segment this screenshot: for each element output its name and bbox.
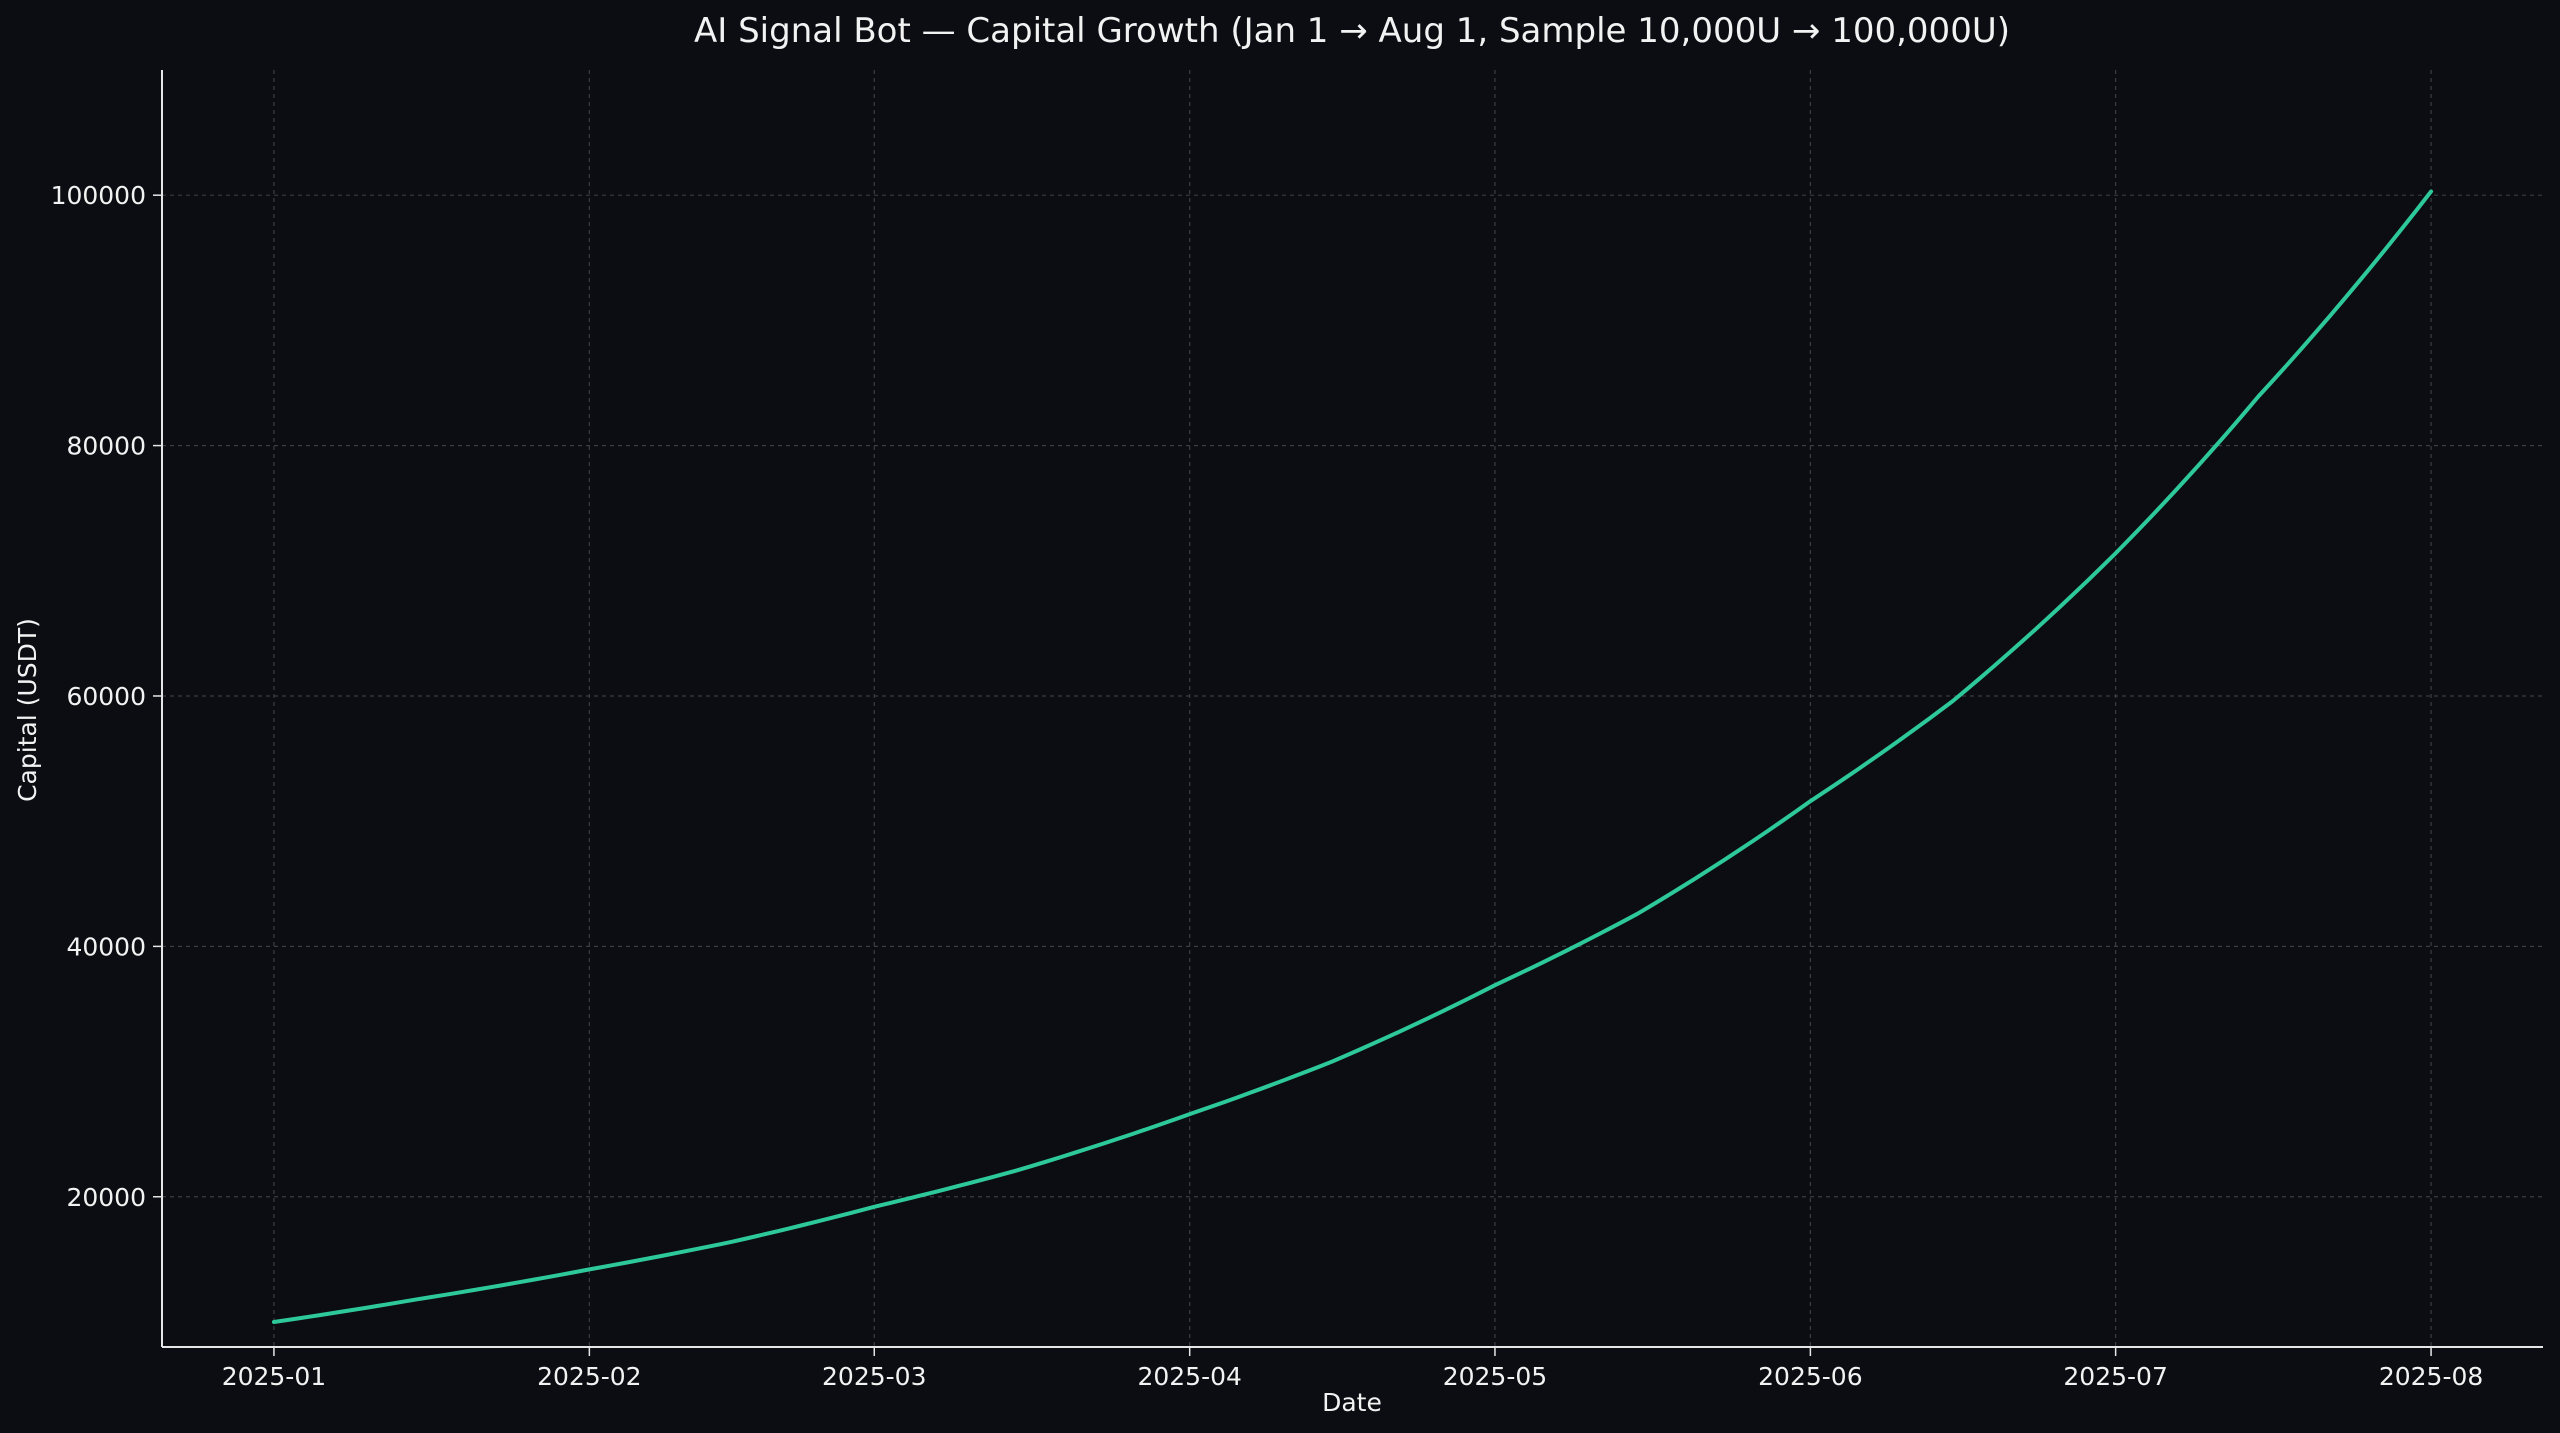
- y-tick-label: 100000: [51, 181, 146, 210]
- x-tick-label: 2025-07: [2063, 1362, 2167, 1391]
- series-layer: [271, 189, 2434, 1324]
- x-tick-label: 2025-02: [537, 1362, 641, 1391]
- y-axis-label: Capital (USDT): [13, 618, 42, 802]
- x-tick-label: 2025-06: [1758, 1362, 1862, 1391]
- x-tick-label: 2025-03: [822, 1362, 926, 1391]
- x-tick-label: 2025-01: [222, 1362, 326, 1391]
- tick-labels: 2025-01 2025-02 2025-03 2025-04 2025-05 2025-…: [51, 181, 2484, 1391]
- x-tick-label: 2025-04: [1137, 1362, 1241, 1391]
- y-tick-label: 40000: [66, 932, 146, 961]
- x-axis-label: Date: [1322, 1388, 1382, 1417]
- y-tick-label: 60000: [66, 682, 146, 711]
- x-tick-label: 2025-08: [2379, 1362, 2483, 1391]
- y-tick-label: 20000: [66, 1183, 146, 1212]
- x-tick-label: 2025-05: [1443, 1362, 1547, 1391]
- y-tick-label: 80000: [66, 432, 146, 461]
- grid-lines: [162, 70, 2543, 1347]
- series-line-0: [271, 189, 2434, 1324]
- chart-title: AI Signal Bot — Capital Growth (Jan 1 → …: [694, 11, 2010, 51]
- axes: [153, 70, 2543, 1356]
